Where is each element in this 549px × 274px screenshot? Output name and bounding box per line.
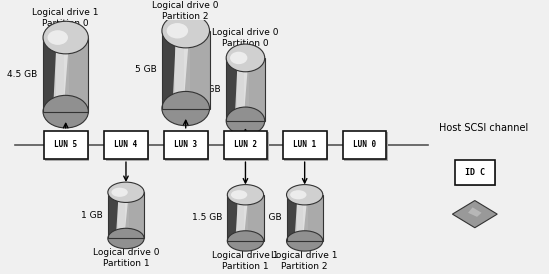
Bar	[284, 132, 328, 161]
Text: Logical drive 0
Partition 1: Logical drive 0 Partition 1	[93, 248, 159, 269]
Bar	[248, 195, 264, 241]
Text: LUN 0: LUN 0	[353, 141, 376, 150]
Text: 1.5 GB: 1.5 GB	[192, 213, 222, 222]
Ellipse shape	[230, 52, 248, 64]
Bar	[227, 195, 264, 241]
Bar	[283, 131, 327, 159]
Bar	[162, 31, 210, 109]
Text: Logical drive 1
Partition 2: Logical drive 1 Partition 2	[271, 251, 338, 271]
Bar	[106, 132, 149, 161]
Bar	[69, 38, 88, 112]
Polygon shape	[452, 201, 497, 228]
Ellipse shape	[48, 30, 68, 45]
Bar	[189, 31, 210, 109]
Bar	[225, 132, 269, 161]
Polygon shape	[294, 195, 307, 241]
Bar	[227, 195, 264, 241]
Ellipse shape	[231, 190, 247, 199]
Bar	[129, 192, 144, 238]
Bar	[108, 192, 144, 238]
Ellipse shape	[43, 95, 88, 128]
Bar	[43, 38, 88, 112]
Ellipse shape	[111, 188, 128, 197]
Bar	[344, 132, 388, 161]
Ellipse shape	[226, 44, 265, 72]
Bar	[46, 132, 89, 161]
Ellipse shape	[226, 107, 265, 135]
Bar	[226, 58, 237, 121]
Polygon shape	[468, 207, 481, 217]
Text: Logical drive 0
Partition 2: Logical drive 0 Partition 2	[153, 1, 219, 21]
Text: Host SCSI channel: Host SCSI channel	[439, 123, 528, 133]
Ellipse shape	[227, 185, 264, 205]
Bar	[44, 131, 87, 159]
Bar	[164, 131, 208, 159]
Bar	[104, 131, 148, 159]
Bar	[55, 38, 64, 112]
Bar	[287, 195, 323, 241]
Bar	[249, 58, 265, 121]
Bar	[456, 162, 496, 187]
Bar	[162, 31, 210, 109]
Ellipse shape	[162, 92, 210, 126]
Bar	[162, 31, 175, 109]
Bar	[296, 195, 303, 241]
Text: LUN 4: LUN 4	[114, 141, 138, 150]
Bar	[43, 38, 55, 112]
Ellipse shape	[108, 228, 144, 249]
Polygon shape	[53, 38, 69, 112]
Ellipse shape	[287, 231, 323, 251]
Polygon shape	[234, 58, 249, 121]
Text: 2 GB: 2 GB	[199, 85, 221, 94]
Ellipse shape	[108, 182, 144, 202]
Bar	[287, 195, 296, 241]
Bar	[343, 131, 386, 159]
Text: 2 GB: 2 GB	[260, 213, 281, 222]
Text: LUN 5: LUN 5	[54, 141, 77, 150]
Bar	[43, 38, 88, 112]
Bar	[307, 195, 323, 241]
Ellipse shape	[167, 23, 188, 38]
Ellipse shape	[162, 14, 210, 48]
Ellipse shape	[290, 190, 306, 199]
Text: LUN 2: LUN 2	[234, 141, 257, 150]
Polygon shape	[116, 192, 129, 238]
Text: LUN 1: LUN 1	[293, 141, 316, 150]
Bar	[238, 195, 244, 241]
Bar	[108, 192, 118, 238]
Polygon shape	[172, 31, 189, 109]
Text: 5 GB: 5 GB	[135, 65, 156, 74]
Bar	[287, 195, 323, 241]
Ellipse shape	[227, 231, 264, 251]
Bar	[108, 192, 144, 238]
Text: ID C: ID C	[465, 168, 485, 177]
Bar	[237, 58, 244, 121]
Bar	[226, 58, 265, 121]
Text: Logical drive 1
Partition 0: Logical drive 1 Partition 0	[32, 8, 99, 28]
Bar	[175, 31, 184, 109]
Bar	[118, 192, 125, 238]
Ellipse shape	[287, 185, 323, 205]
Bar	[226, 58, 265, 121]
Bar	[223, 131, 267, 159]
Ellipse shape	[43, 21, 88, 54]
Text: 1 GB: 1 GB	[81, 211, 103, 220]
Bar	[455, 160, 495, 184]
Text: Logical drive 0
Partition 0: Logical drive 0 Partition 0	[212, 28, 279, 48]
Text: LUN 3: LUN 3	[174, 141, 197, 150]
Bar	[165, 132, 209, 161]
Text: Logical drive 1
Partition 1: Logical drive 1 Partition 1	[212, 251, 279, 271]
Polygon shape	[236, 195, 248, 241]
Bar	[227, 195, 238, 241]
Text: 4.5 GB: 4.5 GB	[8, 70, 38, 79]
